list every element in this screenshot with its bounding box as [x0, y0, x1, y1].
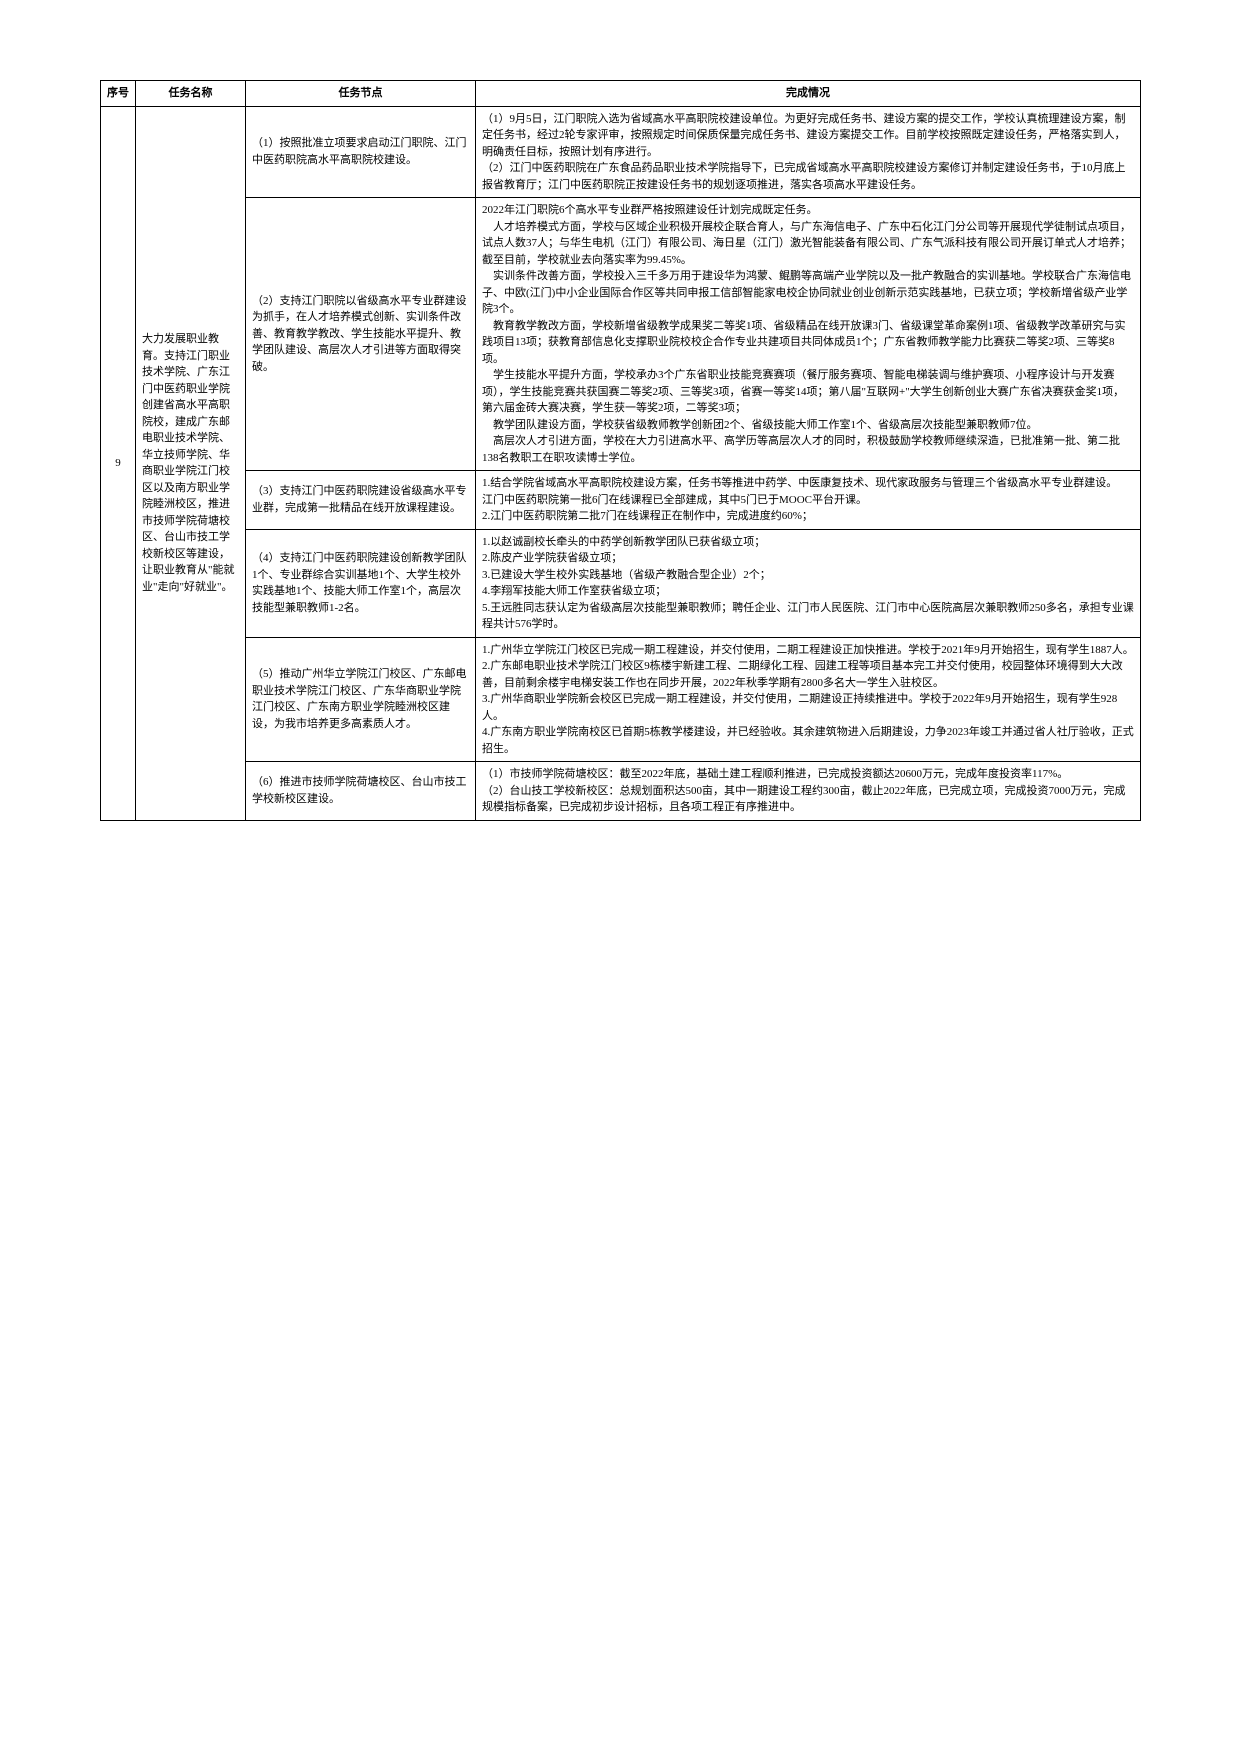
cell-node: （4）支持江门中医药职院建设创新教学团队1个、专业群综合实训基地1个、大学生校外…: [246, 529, 476, 637]
cell-node: （1）按照批准立项要求启动江门职院、江门中医药职院高水平高职院校建设。: [246, 106, 476, 198]
cell-node: （2）支持江门职院以省级高水平专业群建设为抓手，在人才培养模式创新、实训条件改善…: [246, 198, 476, 471]
table-row: （3）支持江门中医药职院建设省级高水平专业群，完成第一批精品在线开放课程建设。 …: [101, 471, 1141, 530]
table-row: （2）支持江门职院以省级高水平专业群建设为抓手，在人才培养模式创新、实训条件改善…: [101, 198, 1141, 471]
cell-status: （1）市技师学院荷塘校区：截至2022年底，基础土建工程顺利推进，已完成投资额达…: [476, 762, 1141, 821]
cell-status: 2022年江门职院6个高水平专业群严格按照建设任计划完成既定任务。 人才培养模式…: [476, 198, 1141, 471]
cell-node: （3）支持江门中医药职院建设省级高水平专业群，完成第一批精品在线开放课程建设。: [246, 471, 476, 530]
cell-status: （1）9月5日，江门职院入选为省域高水平高职院校建设单位。为更好完成任务书、建设…: [476, 106, 1141, 198]
table-row: （6）推进市技师学院荷塘校区、台山市技工学校新校区建设。 （1）市技师学院荷塘校…: [101, 762, 1141, 821]
task-table: 序号 任务名称 任务节点 完成情况 9 大力发展职业教育。支持江门职业技术学院、…: [100, 80, 1141, 821]
cell-seq: 9: [101, 106, 136, 820]
cell-node: （6）推进市技师学院荷塘校区、台山市技工学校新校区建设。: [246, 762, 476, 821]
header-seq: 序号: [101, 81, 136, 107]
table-header-row: 序号 任务名称 任务节点 完成情况: [101, 81, 1141, 107]
header-name: 任务名称: [136, 81, 246, 107]
cell-name: 大力发展职业教育。支持江门职业技术学院、广东江门中医药职业学院创建省高水平高职院…: [136, 106, 246, 820]
table-row: 9 大力发展职业教育。支持江门职业技术学院、广东江门中医药职业学院创建省高水平高…: [101, 106, 1141, 198]
table-row: （4）支持江门中医药职院建设创新教学团队1个、专业群综合实训基地1个、大学生校外…: [101, 529, 1141, 637]
header-node: 任务节点: [246, 81, 476, 107]
table-row: （5）推动广州华立学院江门校区、广东邮电职业技术学院江门校区、广东华商职业学院江…: [101, 637, 1141, 762]
cell-status: 1.广州华立学院江门校区已完成一期工程建设，并交付使用，二期工程建设正加快推进。…: [476, 637, 1141, 762]
header-status: 完成情况: [476, 81, 1141, 107]
cell-status: 1.结合学院省域高水平高职院校建设方案，任务书等推进中药学、中医康复技术、现代家…: [476, 471, 1141, 530]
cell-status: 1.以赵诚副校长牵头的中药学创新教学团队已获省级立项；2.陈皮产业学院获省级立项…: [476, 529, 1141, 637]
cell-node: （5）推动广州华立学院江门校区、广东邮电职业技术学院江门校区、广东华商职业学院江…: [246, 637, 476, 762]
